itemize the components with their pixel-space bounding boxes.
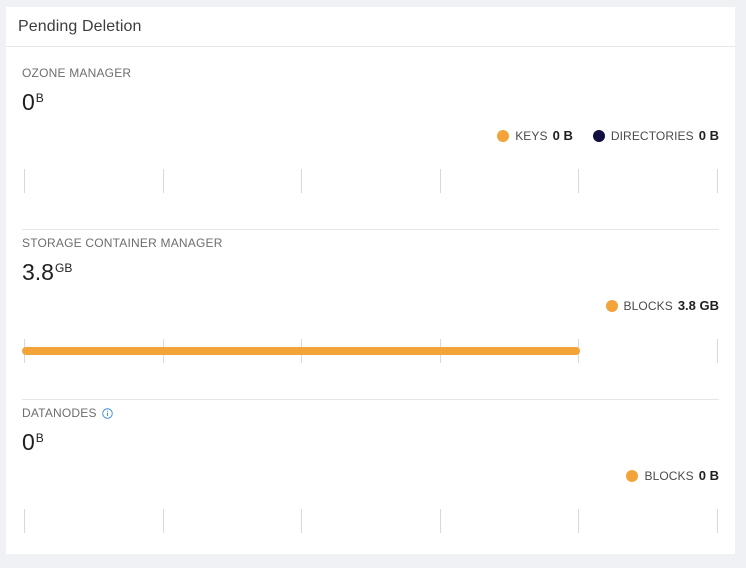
bar-tick — [717, 339, 718, 363]
bar-tick — [301, 169, 302, 193]
legend-item-blocks: BLOCKS 3.8 GB — [605, 298, 719, 313]
section-title: OZONE MANAGER — [22, 66, 131, 80]
section-title: DATANODES — [22, 406, 113, 420]
pending-deletion-card: Pending Deletion OZONE MANAGER 0 B KEYS … — [6, 7, 735, 554]
total-size: 0 B — [22, 430, 44, 454]
legend-value: 0 B — [698, 468, 719, 483]
bar-tick — [578, 169, 579, 193]
total-value: 3.8 — [22, 259, 54, 285]
size-bar — [22, 339, 719, 365]
size-bar — [22, 169, 719, 195]
storage-container-manager-section: STORAGE CONTAINER MANAGER 3.8 GB BLOCKS … — [22, 229, 719, 398]
legend: BLOCKS 0 B — [606, 468, 719, 483]
legend-label: DIRECTORIES — [610, 128, 694, 143]
legend-label: BLOCKS — [644, 468, 694, 483]
legend-dot — [497, 129, 510, 142]
section-title: STORAGE CONTAINER MANAGER — [22, 236, 223, 250]
bar-tick — [440, 169, 441, 193]
bar-tick — [578, 509, 579, 533]
bar-tick — [24, 509, 25, 533]
legend-item-directories: DIRECTORIES 0 B — [592, 128, 719, 143]
card-title: Pending Deletion — [18, 17, 142, 35]
bar-tick — [163, 509, 164, 533]
total-unit: GB — [54, 261, 73, 275]
bar-fill — [22, 347, 580, 355]
legend-label: BLOCKS — [623, 298, 673, 313]
legend-item-blocks: BLOCKS 0 B — [626, 468, 719, 483]
section-title-text: OZONE MANAGER — [22, 66, 132, 80]
total-value: 0 — [22, 89, 35, 115]
legend-value: 0 B — [552, 128, 573, 143]
legend-dot — [605, 299, 618, 312]
legend-label: KEYS — [515, 128, 548, 143]
section-title-text: STORAGE CONTAINER MANAGER — [22, 236, 223, 250]
total-size: 3.8 GB — [22, 260, 72, 284]
datanodes-section: DATANODES 0 B BLOCKS 0 B — [22, 399, 719, 568]
size-bar — [22, 509, 719, 535]
legend-value: 3.8 GB — [677, 298, 719, 313]
legend-item-keys: KEYS 0 B — [497, 128, 573, 143]
bar-tick — [163, 169, 164, 193]
info-circle-icon[interactable] — [101, 407, 113, 419]
bar-tick — [24, 169, 25, 193]
card-header: Pending Deletion — [6, 7, 735, 47]
bar-tick — [301, 509, 302, 533]
section-title-text: DATANODES — [22, 406, 97, 420]
total-size: 0 B — [22, 90, 44, 114]
legend: BLOCKS 3.8 GB — [586, 298, 719, 313]
legend: KEYS 0 B DIRECTORIES 0 B — [477, 128, 719, 143]
legend-value: 0 B — [698, 128, 719, 143]
bar-tick — [440, 509, 441, 533]
total-unit: B — [35, 431, 44, 445]
legend-dot — [626, 469, 639, 482]
ozone-manager-section: OZONE MANAGER 0 B KEYS 0 B DIRECTORIES 0… — [22, 60, 719, 228]
total-value: 0 — [22, 429, 35, 455]
total-unit: B — [35, 91, 44, 105]
legend-dot — [592, 129, 605, 142]
bar-tick — [717, 509, 718, 533]
bar-tick — [717, 169, 718, 193]
